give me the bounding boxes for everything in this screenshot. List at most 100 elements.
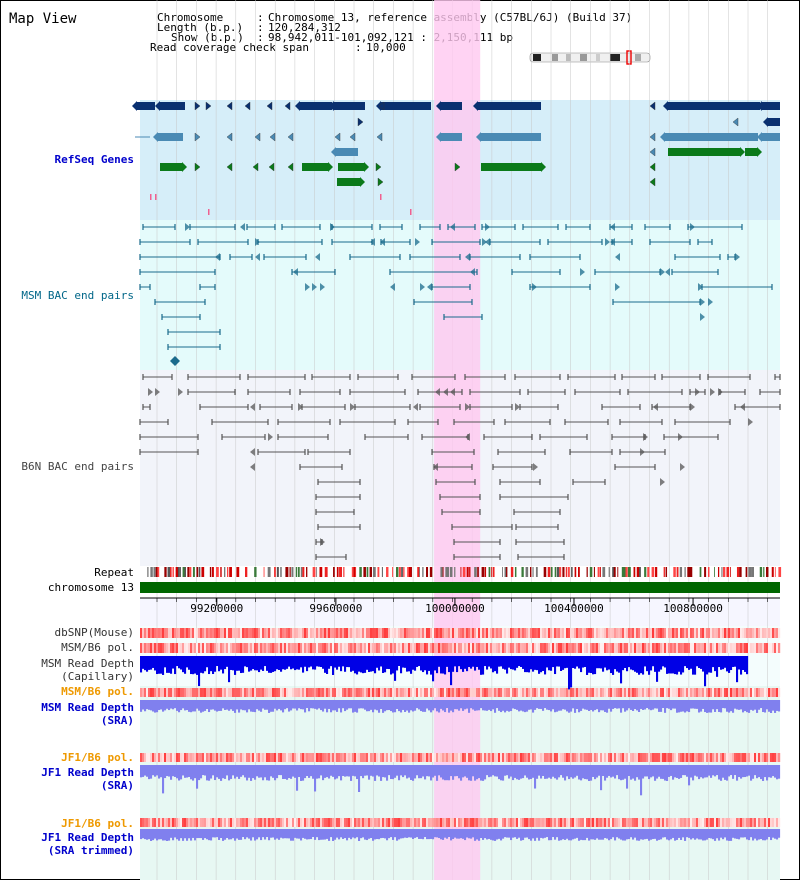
gene-feature[interactable]: [376, 132, 383, 142]
bac-end[interactable]: [610, 223, 615, 231]
bac-pair[interactable]: [569, 449, 613, 455]
chromosome-ideogram[interactable]: [529, 50, 651, 65]
bac-pair[interactable]: [167, 329, 221, 335]
gene-feature[interactable]: [194, 162, 201, 172]
bac-end[interactable]: [735, 253, 740, 261]
bac-pair[interactable]: [139, 419, 169, 425]
gene-feature[interactable]: [334, 132, 341, 142]
gene-feature[interactable]: [763, 117, 780, 127]
bac-pair[interactable]: [492, 464, 533, 470]
bac-end[interactable]: [678, 433, 683, 441]
bac-pair[interactable]: [453, 419, 495, 425]
gene-feature[interactable]: [481, 162, 546, 172]
bac-end[interactable]: [532, 283, 537, 291]
bac-end[interactable]: [533, 463, 538, 471]
bac-pair[interactable]: [514, 374, 561, 380]
bac-pair[interactable]: [299, 464, 343, 470]
bac-end[interactable]: [740, 403, 745, 411]
bac-end[interactable]: [465, 433, 470, 441]
bac-pair[interactable]: [315, 554, 347, 560]
bac-pair[interactable]: [435, 479, 476, 485]
gene-feature[interactable]: [660, 132, 758, 142]
bac-pair[interactable]: [619, 419, 663, 425]
bac-pair[interactable]: [539, 434, 588, 440]
polymorphism-tracks[interactable]: [140, 628, 781, 827]
bac-end[interactable]: [605, 238, 610, 246]
gene-feature[interactable]: [153, 132, 183, 142]
gene-feature[interactable]: [254, 132, 261, 142]
bac-pair[interactable]: [644, 224, 671, 230]
gene-feature[interactable]: [757, 101, 780, 111]
bac-end[interactable]: [695, 388, 700, 396]
bac-pair[interactable]: [299, 389, 341, 395]
bac-pair[interactable]: [142, 374, 173, 380]
bac-end[interactable]: [293, 268, 298, 276]
bac-pair[interactable]: [774, 374, 781, 380]
bac-pair[interactable]: [139, 284, 151, 290]
gene-feature[interactable]: [205, 101, 212, 111]
bac-pair[interactable]: [187, 374, 241, 380]
bac-pair[interactable]: [527, 389, 566, 395]
bac-end[interactable]: [268, 433, 273, 441]
bac-pair[interactable]: [419, 224, 441, 230]
gene-feature[interactable]: [649, 162, 656, 172]
bac-end[interactable]: [615, 283, 620, 291]
bac-end[interactable]: [515, 403, 520, 411]
bac-end[interactable]: [690, 403, 695, 411]
bac-pair[interactable]: [419, 404, 461, 410]
bac-pair[interactable]: [707, 374, 751, 380]
gene-feature[interactable]: [732, 117, 739, 127]
bac-pair[interactable]: [759, 389, 781, 395]
gene-feature[interactable]: [155, 101, 185, 111]
bac-pair[interactable]: [483, 434, 533, 440]
gene-feature[interactable]: [287, 162, 294, 172]
bac-pair[interactable]: [142, 224, 176, 230]
bac-end[interactable]: [330, 223, 335, 231]
bac-end[interactable]: [320, 283, 325, 291]
bac-end[interactable]: [185, 223, 190, 231]
bac-end[interactable]: [580, 268, 585, 276]
bac-end[interactable]: [298, 403, 303, 411]
bac-end[interactable]: [370, 238, 375, 246]
read-depth-bars[interactable]: [140, 700, 781, 713]
bac-end[interactable]: [435, 388, 440, 396]
gene-feature[interactable]: [329, 101, 365, 111]
bac-end[interactable]: [660, 268, 665, 276]
gene-feature[interactable]: [357, 117, 364, 127]
bac-pair[interactable]: [499, 494, 569, 500]
bac-pair[interactable]: [515, 539, 565, 545]
bac-end[interactable]: [415, 238, 420, 246]
bac-pair[interactable]: [247, 389, 291, 395]
bac-pair[interactable]: [199, 404, 249, 410]
bac-pair[interactable]: [291, 269, 336, 275]
bac-pair[interactable]: [411, 374, 456, 380]
gene-feature[interactable]: [226, 101, 233, 111]
bac-pair[interactable]: [246, 224, 276, 230]
gene-feature[interactable]: [649, 147, 656, 157]
bac-pair[interactable]: [674, 419, 731, 425]
bac-end[interactable]: [255, 253, 260, 261]
bac-end[interactable]: [250, 448, 255, 456]
bac-pair[interactable]: [547, 239, 603, 245]
gene-feature[interactable]: [287, 132, 294, 142]
gene-feature[interactable]: [376, 101, 431, 111]
bac-pair[interactable]: [601, 404, 641, 410]
bac-end[interactable]: [718, 388, 723, 396]
bac-end[interactable]: [215, 253, 220, 261]
bac-pair[interactable]: [499, 479, 541, 485]
bac-pair[interactable]: [199, 284, 216, 290]
bac-pair[interactable]: [339, 419, 396, 425]
gene-feature[interactable]: [473, 101, 541, 111]
read-depth-bars[interactable]: [140, 765, 781, 796]
bac-pair[interactable]: [167, 344, 221, 350]
bac-end[interactable]: [380, 238, 385, 246]
gene-feature[interactable]: [338, 162, 369, 172]
bac-pair[interactable]: [453, 539, 501, 545]
gene-feature[interactable]: [194, 101, 201, 111]
bac-pair[interactable]: [379, 224, 403, 230]
gene-feature[interactable]: [194, 132, 201, 142]
gene-feature[interactable]: [378, 101, 385, 111]
bac-pair[interactable]: [567, 374, 616, 380]
chromosome-bar[interactable]: [140, 582, 780, 593]
bac-pair[interactable]: [349, 389, 406, 395]
